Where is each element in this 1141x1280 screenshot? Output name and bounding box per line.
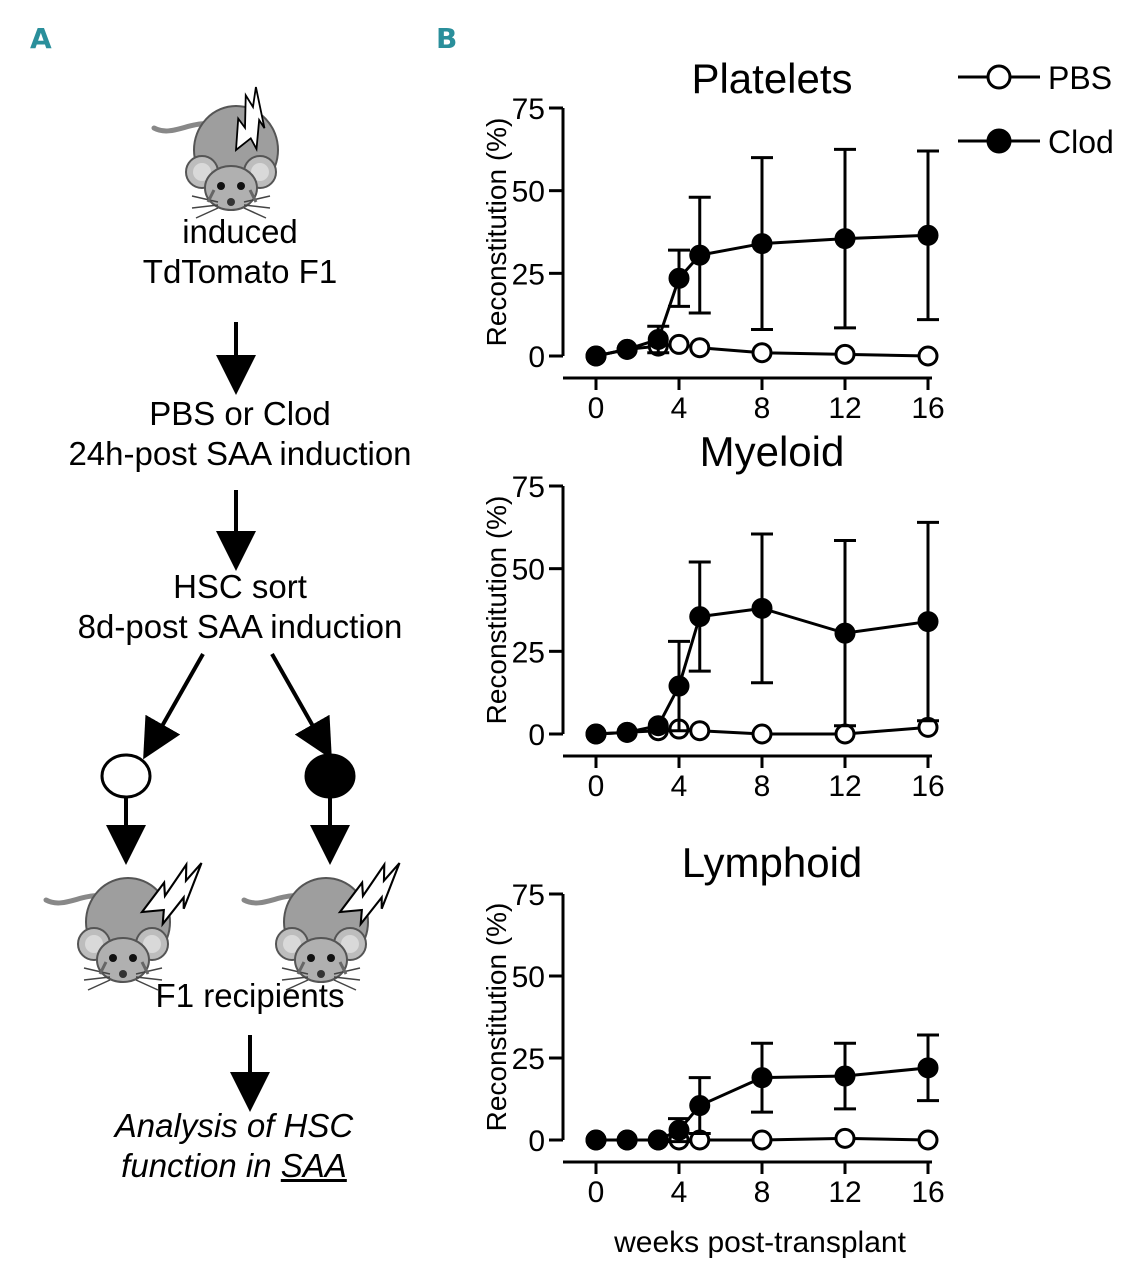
flow-step-analysis-line2-prefix: function in [121,1147,281,1184]
data-point-platelets-clod [689,244,711,266]
data-point-lymphoid-clod [917,1057,939,1079]
data-point-myeloid-clod [689,606,711,628]
flow-step-treatment-line2: 24h-post SAA induction [68,435,412,472]
y-tick-label-lymphoid-0: 0 [528,1125,545,1158]
y-axis-label-lymphoid: Reconstitution (%) [481,903,512,1132]
x-tick-label-lymphoid-0: 0 [588,1176,605,1209]
x-tick-label-myeloid-4: 4 [671,770,688,803]
y-tick-label-myeloid-0: 0 [528,719,545,752]
panel-label-a: A [30,22,52,55]
y-tick-label-platelets-0: 0 [528,341,545,374]
data-point-platelets-clod [751,233,773,255]
data-point-myeloid-pbs [689,720,711,742]
y-tick-label-platelets-50: 50 [512,176,545,209]
data-point-myeloid-clod [834,622,856,644]
x-tick-label-platelets-16: 16 [911,392,944,425]
data-point-lymphoid-clod [647,1129,669,1151]
legend-marker-clod [986,128,1012,154]
arrow-diagonal-left-icon [143,653,205,760]
x-tick-label-platelets-8: 8 [754,392,771,425]
data-point-myeloid-clod [616,721,638,743]
flow-step-treatment-line1: PBS or Clod [149,395,331,432]
open-circle-icon [100,753,152,799]
y-tick-label-platelets-75: 75 [512,93,545,126]
flow-step-analysis-line2: function in SAA [14,1146,454,1186]
flow-step-treatment: PBS or Clod 24h-post SAA induction [20,394,460,474]
data-point-platelets-pbs [751,342,773,364]
data-point-platelets-clod [616,338,638,360]
x-tick-label-platelets-4: 4 [671,392,688,425]
data-point-platelets-pbs [917,345,939,367]
data-point-lymphoid-clod [834,1065,856,1087]
y-axis-label-platelets: Reconstitution (%) [481,118,512,347]
flow-step-donor-line1: induced [182,213,298,250]
data-point-lymphoid-clod [751,1067,773,1089]
data-point-lymphoid-pbs [751,1129,773,1151]
x-tick-label-myeloid-8: 8 [754,770,771,803]
data-point-platelets-clod [834,228,856,250]
x-axis-label: weeks post-transplant [613,1226,906,1259]
data-point-myeloid-pbs [834,723,856,745]
x-tick-label-lymphoid-4: 4 [671,1176,688,1209]
filled-circle-icon [304,753,356,799]
y-tick-label-lymphoid-25: 25 [512,1043,545,1076]
y-tick-label-myeloid-25: 25 [512,636,545,669]
data-point-myeloid-clod [647,715,669,737]
flow-step-recipients: F1 recipients [155,977,345,1014]
data-point-platelets-clod [668,267,690,289]
data-point-platelets-pbs [834,343,856,365]
data-point-platelets-pbs [668,333,690,355]
data-point-lymphoid-clod [668,1119,690,1141]
data-point-platelets-clod [647,328,669,350]
y-tick-label-myeloid-75: 75 [512,471,545,504]
flow-step-donor: induced TdTomato F1 [20,212,460,292]
flow-step-sort: HSC sort 8d-post SAA induction [20,567,460,647]
data-point-platelets-pbs [689,337,711,359]
arrow-diagonal-right-icon [270,653,332,760]
data-point-lymphoid-clod [585,1129,607,1151]
x-tick-label-lymphoid-16: 16 [911,1176,944,1209]
legend-label-pbs: PBS [1048,60,1112,96]
data-point-platelets-clod [917,224,939,246]
x-tick-label-lymphoid-12: 12 [828,1176,861,1209]
data-point-lymphoid-pbs [834,1127,856,1149]
data-point-myeloid-clod [917,611,939,633]
chart-title-myeloid: Myeloid [700,428,845,475]
legend-marker-pbs [986,64,1012,90]
data-point-lymphoid-pbs [917,1129,939,1151]
flow-step-sort-line1: HSC sort [173,568,307,605]
y-tick-label-lymphoid-50: 50 [512,961,545,994]
data-point-myeloid-clod [751,597,773,619]
y-tick-label-platelets-25: 25 [512,258,545,291]
data-point-myeloid-clod [668,675,690,697]
flow-step-donor-line2: TdTomato F1 [142,253,338,290]
data-point-platelets-clod [585,345,607,367]
panel-label-b: B [436,22,458,55]
y-axis-label-myeloid: Reconstitution (%) [481,496,512,725]
legend-label-clod: Clod [1048,124,1114,160]
flow-step-analysis: Analysis of HSC function in SAA [14,1106,454,1186]
data-point-lymphoid-clod [689,1095,711,1117]
y-tick-label-myeloid-50: 50 [512,554,545,587]
x-tick-label-myeloid-16: 16 [911,770,944,803]
x-tick-label-myeloid-0: 0 [588,770,605,803]
x-tick-label-myeloid-12: 12 [828,770,861,803]
data-point-myeloid-clod [585,723,607,745]
x-tick-label-platelets-12: 12 [828,392,861,425]
x-tick-label-platelets-0: 0 [588,392,605,425]
data-point-myeloid-pbs [751,723,773,745]
flow-step-analysis-line2-underlined: SAA [280,1147,347,1184]
y-tick-label-lymphoid-75: 75 [512,879,545,912]
flow-step-analysis-line1: Analysis of HSC [114,1107,354,1144]
x-tick-label-lymphoid-8: 8 [754,1176,771,1209]
data-point-lymphoid-clod [616,1129,638,1151]
chart-title-platelets: Platelets [691,55,852,102]
flow-step-sort-line2: 8d-post SAA induction [77,608,403,645]
chart-title-lymphoid: Lymphoid [682,839,863,886]
